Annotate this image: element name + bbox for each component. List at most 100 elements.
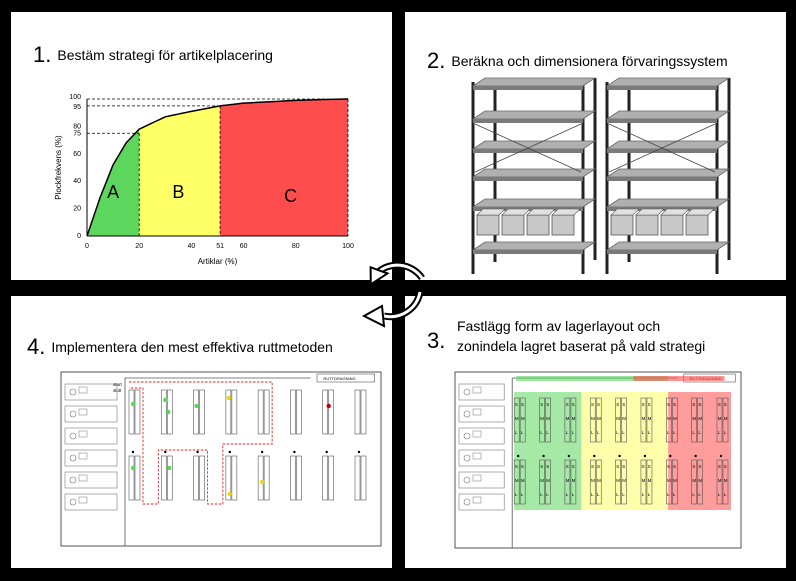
slot-label: S [642, 402, 645, 407]
shelf-column [322, 455, 329, 501]
slot-label: L [667, 430, 670, 435]
shelf-column [640, 397, 647, 443]
slot-label: L [642, 430, 645, 435]
x-tick-label: 40 [188, 243, 196, 250]
slot-label: L [673, 430, 676, 435]
storage-box-top [501, 208, 531, 216]
step-number: 2. [427, 48, 446, 73]
slot-label: M [724, 416, 728, 421]
pick-location-dot [167, 465, 172, 471]
slot-label: M [597, 416, 601, 421]
slot-label: L [667, 492, 670, 497]
shelf-column [160, 455, 167, 501]
panel-2-title: 2. Beräkna och dimensionera förvaringssys… [427, 48, 728, 74]
slot-label: L [572, 492, 575, 497]
shelf-column [354, 455, 361, 501]
shelf-column [231, 455, 238, 501]
shelf-column [134, 455, 141, 501]
shelf-column [354, 389, 361, 435]
slot-label: S [546, 402, 549, 407]
slot-label: L [540, 492, 543, 497]
office-desk [458, 383, 505, 401]
step-number: 4. [27, 334, 46, 359]
pick-point-marker [517, 454, 520, 458]
panel-zoning: 3. Fastlägg form av lagerlayout och zoni… [405, 296, 786, 568]
storage-box-top [526, 208, 556, 216]
slot-label: M [566, 478, 570, 483]
step-title-line-2: zonindela lagret baserat på vald strateg… [457, 338, 706, 354]
slot-label: L [597, 430, 600, 435]
pick-location-dot [326, 403, 331, 409]
shelving-unit [605, 77, 731, 274]
pick-point-marker [719, 454, 723, 458]
shelf-edge [607, 86, 717, 90]
slot-label: L [692, 430, 695, 435]
picking-route [129, 381, 273, 505]
shelf-edge [607, 177, 717, 181]
shelving-illustration [471, 77, 731, 274]
office-chair-icon [69, 454, 77, 462]
y-tick-label: 100 [69, 94, 81, 101]
shelf-column [589, 397, 596, 443]
shelf-column [322, 389, 329, 435]
y-tick-label: 0 [77, 233, 81, 240]
shelf-column [621, 459, 627, 505]
storage-box-top [551, 208, 581, 216]
slot-label: M [673, 416, 677, 421]
zone-region-c [668, 392, 731, 510]
shelf-column [545, 397, 551, 443]
shelf-column [595, 459, 602, 505]
shelf-column [671, 459, 678, 505]
zone-region-b [581, 392, 669, 510]
shelf-column [225, 389, 232, 435]
shelf-column [589, 459, 596, 505]
slot-label: L [597, 492, 600, 497]
step-title-line-1: Fastlägg form av lagerlayout och [457, 318, 661, 334]
aisle-marker [164, 450, 167, 454]
slot-label: L [540, 430, 543, 435]
shelf-column [539, 459, 545, 505]
slot-label: S [692, 464, 695, 469]
shelf-level [471, 198, 597, 208]
shelf-column [360, 389, 367, 435]
storage-box-top [476, 208, 506, 216]
shelf-column [290, 455, 296, 501]
slot-label: M [616, 416, 620, 421]
slot-label: S [616, 402, 619, 407]
shelf-column [519, 459, 526, 505]
zone-area-c [220, 99, 348, 236]
shelf-column [640, 459, 647, 505]
shelf-edge [607, 250, 717, 254]
y-tick-label: 40 [73, 178, 81, 185]
shelf-column [328, 389, 335, 435]
storage-box-top [685, 208, 715, 216]
office-desk [64, 493, 118, 511]
office-chair-icon [69, 476, 77, 484]
slot-label: M [572, 416, 576, 421]
computer-icon [472, 408, 482, 416]
slot-label: L [673, 492, 676, 497]
storage-box-top [610, 208, 640, 216]
shelf-column [570, 397, 577, 443]
slot-label: S [521, 464, 524, 469]
storage-box [610, 214, 634, 236]
slot-label: L [698, 430, 701, 435]
panel-3-title: 3. Fastlägg form av lagerlayout och zoni… [427, 318, 705, 354]
step-title: Bestäm strategi för artikelplacering [57, 47, 273, 63]
slot-label: S [667, 464, 670, 469]
slot-label: L [622, 430, 625, 435]
computer-icon [472, 452, 482, 460]
computer-icon [472, 496, 482, 504]
office-desk [64, 405, 118, 423]
slot-label: L [515, 492, 518, 497]
shelf-edge [607, 149, 717, 153]
slot-label: S [698, 402, 701, 407]
layout-border [60, 371, 382, 547]
shelf-column [193, 455, 199, 501]
slot-label: M [642, 478, 646, 483]
x-tick-label: 51 [216, 243, 224, 250]
slot-label: M [692, 478, 696, 483]
slot-label: L [642, 492, 645, 497]
office-chair-icon [463, 410, 471, 418]
